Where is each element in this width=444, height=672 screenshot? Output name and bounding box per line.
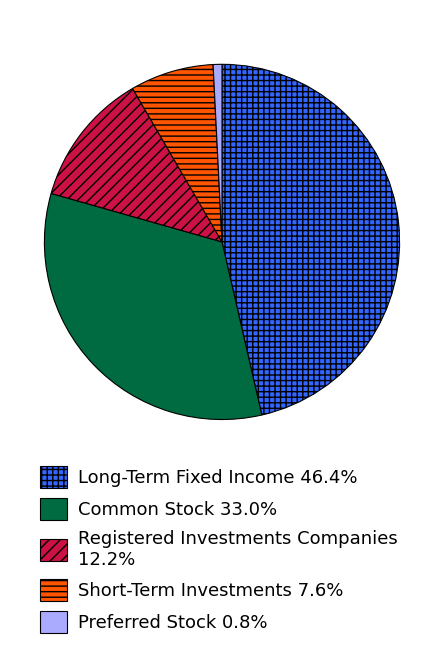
Wedge shape bbox=[133, 65, 222, 242]
Wedge shape bbox=[222, 65, 400, 415]
Wedge shape bbox=[51, 89, 222, 242]
Wedge shape bbox=[44, 194, 262, 419]
Legend: Long-Term Fixed Income 46.4%, Common Stock 33.0%, Registered Investments Compani: Long-Term Fixed Income 46.4%, Common Sto… bbox=[40, 466, 397, 632]
Wedge shape bbox=[213, 65, 222, 242]
